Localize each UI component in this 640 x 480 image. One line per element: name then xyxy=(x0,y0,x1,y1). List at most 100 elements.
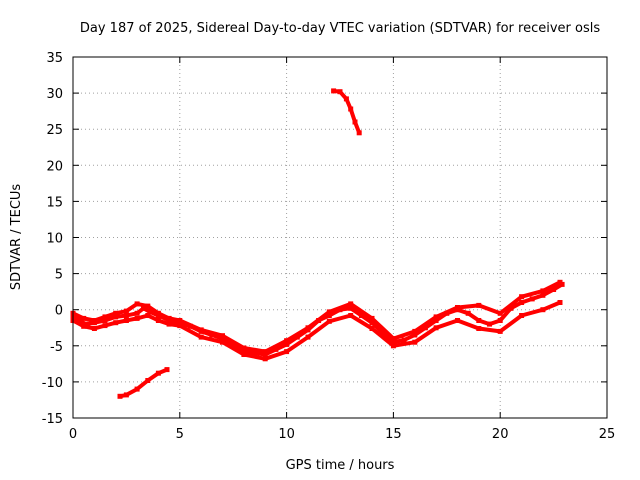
data-point xyxy=(262,356,268,362)
axis-ticks: 0 5 10 15 20 25 -15 -10 -5 0 5 10 15 20 25 30 35 xyxy=(42,51,616,442)
data-point xyxy=(102,318,108,323)
data-point xyxy=(557,279,563,285)
data-point xyxy=(412,328,418,334)
chart-title: Day 187 of 2025, Sidereal Day-to-day VTE… xyxy=(80,21,600,36)
y-tick-label: 5 xyxy=(55,268,63,283)
data-point xyxy=(497,318,503,323)
series-segment-early xyxy=(117,367,170,399)
data-point xyxy=(123,308,129,314)
data-point xyxy=(113,320,119,326)
data-point xyxy=(305,325,311,331)
data-point xyxy=(352,119,358,125)
data-point xyxy=(166,315,172,321)
y-tick-label: 30 xyxy=(46,87,63,102)
data-point xyxy=(145,313,151,318)
series-band-upper xyxy=(70,279,563,355)
data-point xyxy=(91,318,97,323)
x-tick-label: 15 xyxy=(385,427,402,442)
data-point xyxy=(134,386,140,392)
data-point xyxy=(262,352,268,357)
data-point xyxy=(551,287,557,292)
data-point xyxy=(166,321,172,327)
data-point xyxy=(177,318,183,323)
data-point xyxy=(91,326,97,331)
data-point xyxy=(326,318,332,324)
data-point xyxy=(487,321,492,327)
data-point xyxy=(433,325,439,331)
data-point xyxy=(343,96,349,102)
data-point xyxy=(540,288,546,294)
data-point xyxy=(390,343,396,349)
data-point xyxy=(220,339,225,345)
data-point xyxy=(220,336,225,342)
y-tick-label: -5 xyxy=(50,340,63,355)
data-point xyxy=(220,333,225,339)
data-point xyxy=(177,323,183,329)
series-segment-high xyxy=(331,88,362,136)
data-point xyxy=(412,339,418,345)
x-tick-label: 10 xyxy=(278,427,295,442)
data-point xyxy=(209,332,215,338)
data-point xyxy=(557,300,563,305)
data-point xyxy=(123,313,129,318)
data-point xyxy=(476,318,482,323)
data-point xyxy=(358,313,364,318)
data-point xyxy=(76,318,82,323)
data-point xyxy=(155,310,161,316)
data-point xyxy=(455,318,460,323)
data-point xyxy=(476,302,482,308)
data-point xyxy=(433,318,439,323)
data-point xyxy=(241,352,247,357)
data-point xyxy=(102,323,108,329)
data-point xyxy=(326,309,332,315)
data-point xyxy=(155,370,161,376)
data-point xyxy=(241,349,247,355)
data-point xyxy=(305,334,311,340)
data-point xyxy=(164,367,170,373)
x-axis-label: GPS time / hours xyxy=(286,458,395,473)
data-point xyxy=(134,310,140,316)
data-point xyxy=(369,315,375,321)
data-point xyxy=(102,314,108,320)
x-tick-label: 25 xyxy=(599,427,616,442)
data-point xyxy=(230,343,236,349)
data-point xyxy=(356,130,362,136)
data-point xyxy=(262,349,268,355)
data-series xyxy=(70,88,565,399)
data-point xyxy=(476,326,482,331)
data-point xyxy=(369,320,375,326)
data-point xyxy=(117,393,123,399)
data-point xyxy=(422,325,428,331)
series-band-lower xyxy=(70,300,563,362)
data-point xyxy=(326,313,332,318)
data-point xyxy=(497,328,503,334)
x-tick-label: 20 xyxy=(492,427,509,442)
data-point xyxy=(145,303,151,309)
data-point xyxy=(390,339,396,345)
data-point xyxy=(81,315,87,321)
data-point xyxy=(284,341,290,347)
data-point xyxy=(134,301,140,307)
data-point xyxy=(519,294,525,300)
data-point xyxy=(81,323,87,329)
data-point xyxy=(145,378,151,383)
data-point xyxy=(348,313,354,318)
data-point xyxy=(147,309,153,315)
data-point xyxy=(113,314,119,320)
data-point xyxy=(348,305,354,311)
y-tick-label: -15 xyxy=(42,412,63,427)
y-tick-label: 0 xyxy=(55,304,63,319)
grid-lines xyxy=(73,57,607,418)
data-point xyxy=(155,318,161,323)
data-point xyxy=(284,338,290,344)
data-point xyxy=(508,305,514,311)
data-point xyxy=(198,334,204,340)
data-point xyxy=(241,345,247,351)
data-point xyxy=(113,310,119,316)
data-point xyxy=(337,89,343,95)
y-tick-label: 15 xyxy=(46,195,63,210)
x-tick-label: 0 xyxy=(69,427,77,442)
y-tick-label: -10 xyxy=(42,376,63,391)
y-axis-label: SDTVAR / TECUs xyxy=(9,184,24,291)
data-point xyxy=(331,88,337,94)
